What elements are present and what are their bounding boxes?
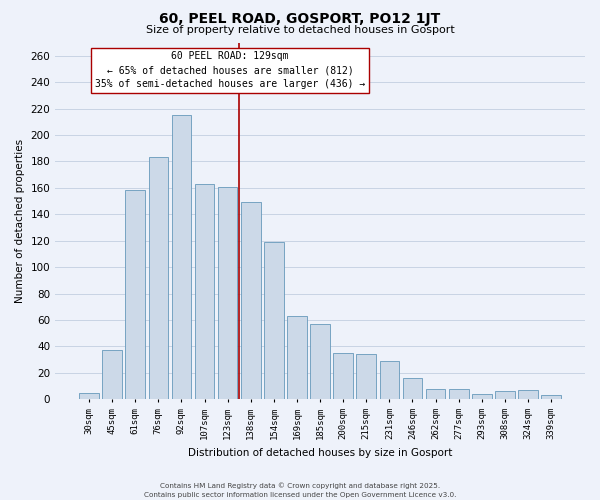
Bar bbox=[125, 190, 145, 400]
Bar bbox=[380, 361, 399, 400]
X-axis label: Distribution of detached houses by size in Gosport: Distribution of detached houses by size … bbox=[188, 448, 452, 458]
Bar bbox=[495, 392, 515, 400]
Bar bbox=[518, 390, 538, 400]
Bar bbox=[195, 184, 214, 400]
Bar bbox=[172, 115, 191, 400]
Bar bbox=[472, 394, 491, 400]
Text: 60 PEEL ROAD: 129sqm
← 65% of detached houses are smaller (812)
35% of semi-deta: 60 PEEL ROAD: 129sqm ← 65% of detached h… bbox=[95, 52, 365, 90]
Text: 60, PEEL ROAD, GOSPORT, PO12 1JT: 60, PEEL ROAD, GOSPORT, PO12 1JT bbox=[160, 12, 440, 26]
Bar bbox=[541, 396, 561, 400]
Bar bbox=[79, 392, 99, 400]
Bar bbox=[449, 388, 469, 400]
Bar bbox=[103, 350, 122, 400]
Bar bbox=[287, 316, 307, 400]
Bar bbox=[356, 354, 376, 400]
Bar bbox=[264, 242, 284, 400]
Bar bbox=[310, 324, 330, 400]
Text: Size of property relative to detached houses in Gosport: Size of property relative to detached ho… bbox=[146, 25, 454, 35]
Y-axis label: Number of detached properties: Number of detached properties bbox=[15, 139, 25, 303]
Bar bbox=[149, 158, 168, 400]
Bar bbox=[218, 186, 238, 400]
Text: Contains HM Land Registry data © Crown copyright and database right 2025.
Contai: Contains HM Land Registry data © Crown c… bbox=[144, 482, 456, 498]
Bar bbox=[241, 202, 260, 400]
Bar bbox=[334, 353, 353, 400]
Bar bbox=[426, 388, 445, 400]
Bar bbox=[403, 378, 422, 400]
